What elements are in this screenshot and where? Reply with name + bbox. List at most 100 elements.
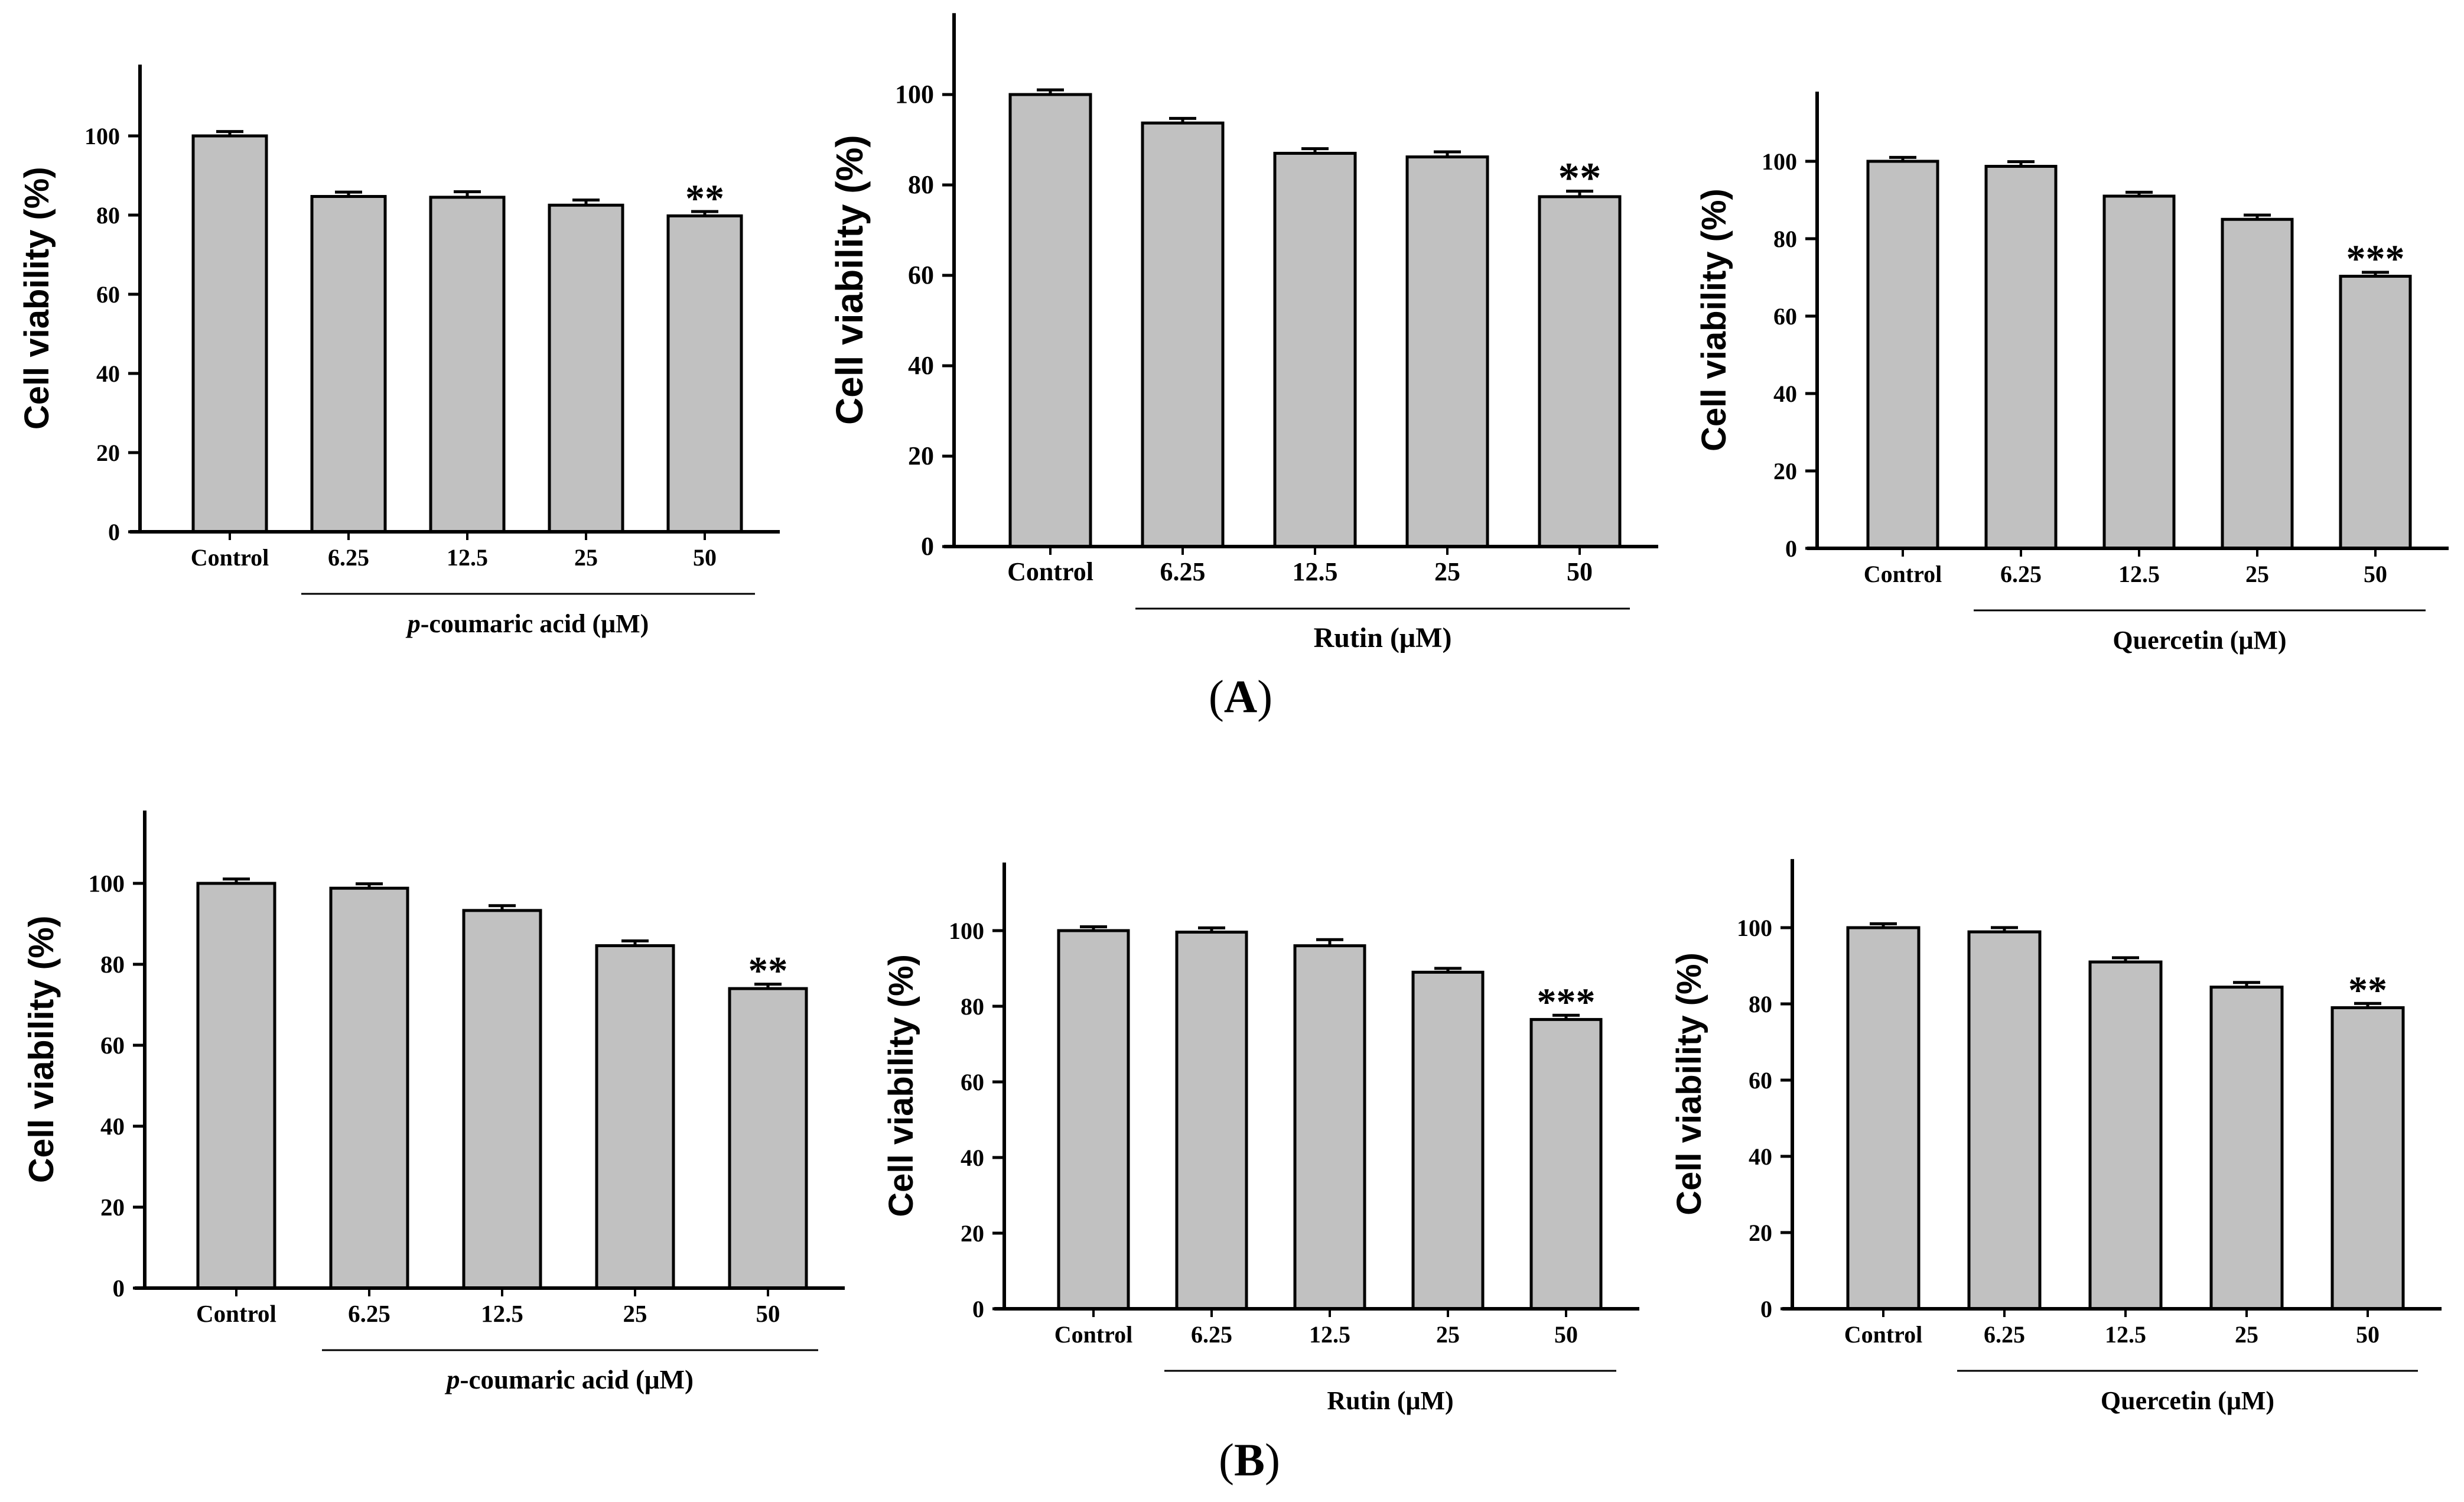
group-label-text: Rutin (μM) <box>1314 622 1452 654</box>
category-label: 6.25 <box>348 1300 390 1327</box>
bar-50 <box>2330 1006 2405 1311</box>
y-tick-label: 40 <box>96 360 120 387</box>
bar-25 <box>595 944 675 1290</box>
category-label: 6.25 <box>1191 1321 1232 1348</box>
y-tick-label: 40 <box>100 1113 125 1140</box>
category-label: 12.5 <box>1309 1321 1350 1348</box>
category-label: 50 <box>693 544 717 571</box>
panel-a-close-paren: ) <box>1257 671 1273 722</box>
category-label: Control <box>191 544 269 571</box>
y-axis-label: Cell viability (%) <box>828 135 871 425</box>
group-label: Rutin (μM) <box>1327 1386 1453 1415</box>
bar-50 <box>1538 195 1622 548</box>
y-tick-label: 40 <box>1773 381 1797 407</box>
y-tick-label: 20 <box>100 1194 125 1221</box>
bar-Control <box>1866 160 1939 550</box>
panel-label-b: (B) <box>1131 1437 1368 1483</box>
bar-25 <box>2221 217 2294 550</box>
category-label: 12.5 <box>447 544 488 571</box>
category-label: 12.5 <box>481 1300 523 1327</box>
significance-stars: ** <box>1558 154 1602 201</box>
bar-12.5 <box>1273 151 1357 548</box>
group-label: Rutin (μM) <box>1314 622 1452 654</box>
category-label: 6.25 <box>328 544 369 571</box>
y-tick-label: 100 <box>84 123 120 149</box>
chart-A-rutin: 0 20 40 60 80 100 Cell viability (%) Control 6.2… <box>828 13 1658 654</box>
bar-50 <box>2339 275 2412 550</box>
category-label: Control <box>196 1300 276 1327</box>
y-tick-label: 80 <box>961 993 984 1020</box>
category-label: 50 <box>1567 557 1593 586</box>
category-label: 25 <box>1436 1321 1460 1348</box>
bar-25 <box>1411 970 1485 1311</box>
bar-6.25 <box>1984 165 2058 550</box>
group-label-text: Quercetin (μM) <box>2113 626 2286 655</box>
significance-stars: ** <box>685 177 724 220</box>
category-label: Control <box>1864 561 1942 587</box>
category-label: 50 <box>756 1300 780 1327</box>
y-tick-label: 100 <box>949 918 984 944</box>
category-label: 6.25 <box>1160 557 1206 586</box>
y-tick-label: 60 <box>100 1032 125 1059</box>
y-tick-label: 40 <box>1749 1143 1772 1170</box>
bar-Control <box>191 134 268 534</box>
y-tick-label: 60 <box>1773 303 1797 330</box>
category-label: 25 <box>1434 557 1460 586</box>
group-label: Quercetin (μM) <box>2101 1386 2274 1415</box>
bar-12.5 <box>1293 944 1366 1311</box>
chart-A-quercetin: 0 20 40 60 80 100 Cell viability (%) Control 6.2… <box>1695 92 2449 655</box>
y-tick-label: 40 <box>961 1145 984 1171</box>
y-tick-label: 80 <box>1749 991 1772 1017</box>
category-label: 50 <box>1554 1321 1578 1348</box>
bar-50 <box>666 214 743 534</box>
bar-25 <box>548 203 624 534</box>
bar-12.5 <box>462 909 542 1290</box>
bar-6.25 <box>329 886 409 1290</box>
y-axis-label: Cell viability (%) <box>882 954 920 1217</box>
chart-B-p-coumaric-acid: 0 20 40 60 80 100 Cell viability (%) Control 6.2… <box>22 810 845 1394</box>
y-tick-label: 20 <box>1773 458 1797 485</box>
group-label-text: Quercetin (μM) <box>2101 1386 2274 1415</box>
y-tick-label: 0 <box>108 519 120 545</box>
bar-12.5 <box>429 196 506 534</box>
y-tick-label: 0 <box>1785 535 1797 562</box>
y-tick-label: 60 <box>96 281 120 308</box>
group-label-italic-prefix: p <box>405 609 421 638</box>
significance-stars: ** <box>2348 968 2387 1012</box>
panel-b-close-paren: ) <box>1265 1434 1280 1485</box>
group-label-text: -coumaric acid (μM) <box>460 1365 694 1394</box>
bar-25 <box>2209 986 2284 1311</box>
y-tick-label: 0 <box>1760 1296 1772 1322</box>
y-tick-label: 20 <box>961 1220 984 1247</box>
category-label: 50 <box>2356 1321 2380 1348</box>
y-tick-label: 20 <box>908 441 934 470</box>
y-tick-label: 60 <box>1749 1067 1772 1094</box>
y-tick-label: 80 <box>100 951 125 978</box>
category-label: 50 <box>2364 561 2387 587</box>
group-label-italic-prefix: p <box>444 1365 460 1394</box>
group-label: p-coumaric acid (μM) <box>405 609 649 638</box>
y-tick-label: 60 <box>961 1069 984 1095</box>
significance-stars: ** <box>748 949 788 993</box>
bar-50 <box>728 987 808 1290</box>
panel-b-open-paren: ( <box>1219 1434 1234 1485</box>
y-tick-label: 80 <box>1773 226 1797 252</box>
y-tick-label: 20 <box>96 440 120 466</box>
category-label: Control <box>1054 1321 1133 1348</box>
category-label: 12.5 <box>1293 557 1338 586</box>
y-tick-label: 100 <box>89 870 125 897</box>
category-label: 12.5 <box>2105 1321 2146 1348</box>
y-tick-label: 0 <box>972 1296 984 1322</box>
bar-50 <box>1529 1017 1603 1311</box>
group-label-text: -coumaric acid (μM) <box>421 609 649 638</box>
y-tick-label: 80 <box>96 202 120 229</box>
significance-stars: *** <box>1537 980 1596 1023</box>
group-label-text: Rutin (μM) <box>1327 1386 1453 1415</box>
bar-6.25 <box>1141 121 1225 548</box>
category-label: 25 <box>574 544 598 571</box>
y-tick-label: 20 <box>1749 1220 1772 1246</box>
category-label: Control <box>1007 557 1093 586</box>
y-tick-label: 60 <box>908 261 934 290</box>
chart-B-quercetin: 0 20 40 60 80 100 Cell viability (%) Control 6.2… <box>1670 859 2442 1415</box>
